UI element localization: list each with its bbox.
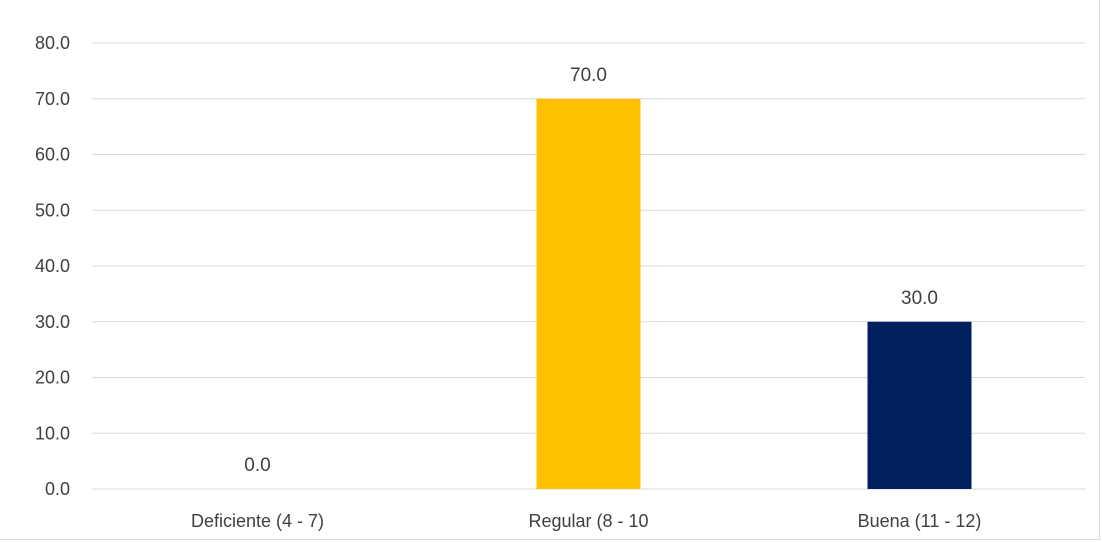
y-tick-label: 0.0 <box>45 479 70 499</box>
y-tick-label: 70.0 <box>35 89 70 109</box>
y-tick-label: 40.0 <box>35 256 70 276</box>
y-tick-label: 10.0 <box>35 423 70 443</box>
bar-data-label: 70.0 <box>570 65 607 86</box>
category-label: Regular (8 - 10 <box>528 511 648 531</box>
bar <box>867 321 972 489</box>
bars <box>536 98 972 489</box>
y-tick-label: 60.0 <box>35 145 70 165</box>
y-tick-label: 50.0 <box>35 200 70 220</box>
y-axis-tick-labels: 0.0 10.0 20.0 30.0 40.0 50.0 60.0 70.0 80.0 <box>35 33 70 499</box>
y-tick-label: 30.0 <box>35 312 70 332</box>
bar-data-label: 30.0 <box>901 288 938 309</box>
x-axis-category-labels: Deficiente (4 - 7) Regular (8 - 10 Buena (… <box>191 511 981 531</box>
data-labels: 0.0 70.0 30.0 <box>244 65 938 476</box>
bar <box>536 98 641 489</box>
y-tick-label: 80.0 <box>35 33 70 53</box>
y-tick-label: 20.0 <box>35 368 70 388</box>
category-label: Buena (11 - 12) <box>858 511 982 531</box>
category-label: Deficiente (4 - 7) <box>191 511 324 531</box>
bar-data-label: 0.0 <box>244 455 270 476</box>
